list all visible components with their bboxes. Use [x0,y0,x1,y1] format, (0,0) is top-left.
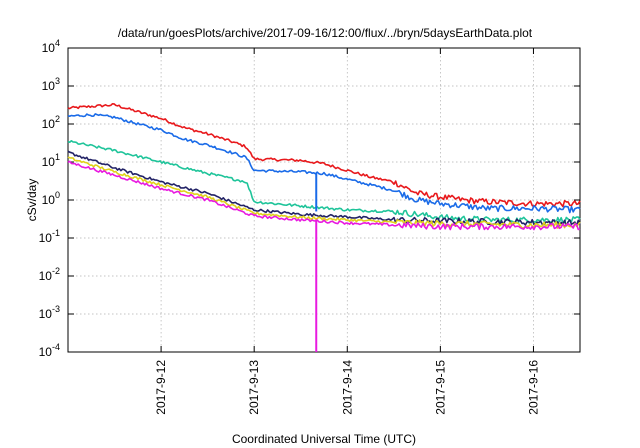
x-tick-label: 2017-9-14 [340,360,354,415]
x-axis-label: Coordinated Universal Time (UTC) [232,432,416,446]
y-tick-label: 102 [42,114,60,131]
y-tick-label: 10-4 [39,342,60,359]
series-line-1 [67,103,581,208]
y-axis-ticks: 10-4 10-3 10-2 10-1 100 101 102 103 104 [39,38,580,359]
series-line-5 [67,156,581,229]
y-tick-label: 101 [42,152,60,169]
y-tick-label: 10-2 [39,266,60,283]
x-axis-ticks: 2017-9-12 2017-9-13 2017-9-14 2017-9-15 2017… [154,48,540,415]
y-tick-label: 100 [42,190,60,207]
x-tick-label: 2017-9-16 [526,360,540,415]
y-tick-label: 10-1 [39,228,60,245]
x-tick-label: 2017-9-15 [433,360,447,415]
y-axis-label: cSv/day [25,179,39,222]
chart-title: /data/run/goesPlots/archive/2017-09-16/1… [118,26,533,40]
y-tick-label: 103 [42,76,60,93]
series-line-2 [67,113,581,214]
series-line-6 [67,160,581,231]
y-tick-label: 104 [42,38,60,55]
series-line-3 [67,140,581,224]
x-tick-label: 2017-9-12 [154,360,168,415]
y-tick-label: 10-3 [39,304,60,321]
x-tick-label: 2017-9-13 [247,360,261,415]
grid-lines [68,48,580,352]
series-group [67,103,581,231]
